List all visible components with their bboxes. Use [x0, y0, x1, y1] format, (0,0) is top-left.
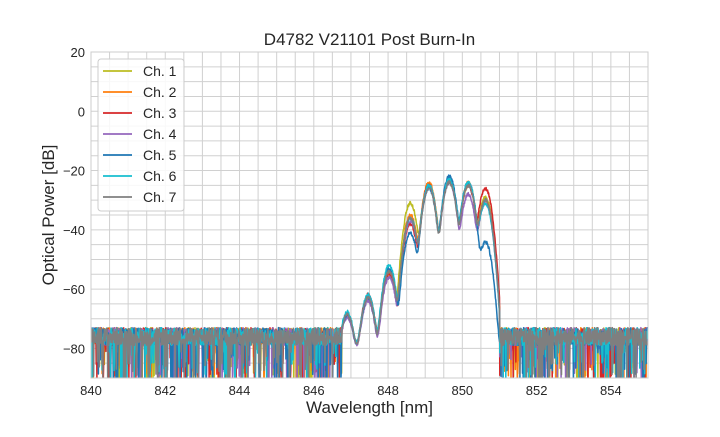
legend-label: Ch. 1: [143, 63, 177, 79]
legend-box: [97, 58, 185, 212]
y-tick-label: −60: [63, 282, 85, 297]
tick-labels: 840 842 844 846 848 850 852 854 20 0 −20 −40 −60 −80: [63, 45, 622, 398]
series-line-7: [91, 180, 648, 378]
x-tick-label: 842: [154, 383, 176, 398]
y-axis-label: Optical Power [dB]: [39, 145, 58, 286]
legend-label: Ch. 6: [143, 168, 177, 184]
x-tick-label: 846: [303, 383, 325, 398]
legend: Ch. 1 Ch. 2 Ch. 3 Ch. 4 Ch. 5 Ch. 6 Ch. 7: [97, 58, 185, 212]
legend-label: Ch. 7: [143, 189, 177, 205]
legend-label: Ch. 3: [143, 105, 177, 121]
chart-title: D4782 V21101 Post Burn-In: [264, 30, 475, 49]
x-tick-label: 848: [377, 383, 399, 398]
plot-frame: [90, 51, 649, 379]
x-tick-label: 852: [526, 383, 548, 398]
x-tick-label: 840: [80, 383, 102, 398]
y-tick-label: −80: [63, 341, 85, 356]
legend-label: Ch. 2: [143, 84, 177, 100]
x-tick-label: 850: [451, 383, 473, 398]
y-tick-label: 0: [78, 104, 85, 119]
legend-label: Ch. 4: [143, 126, 177, 142]
y-tick-label: 20: [71, 45, 85, 60]
x-axis-label: Wavelength [nm]: [306, 398, 433, 417]
y-tick-label: −20: [63, 164, 85, 179]
x-tick-label: 854: [600, 383, 622, 398]
x-tick-label: 844: [229, 383, 251, 398]
y-tick-label: −40: [63, 223, 85, 238]
legend-label: Ch. 5: [143, 147, 177, 163]
series-lines: [91, 174, 648, 378]
